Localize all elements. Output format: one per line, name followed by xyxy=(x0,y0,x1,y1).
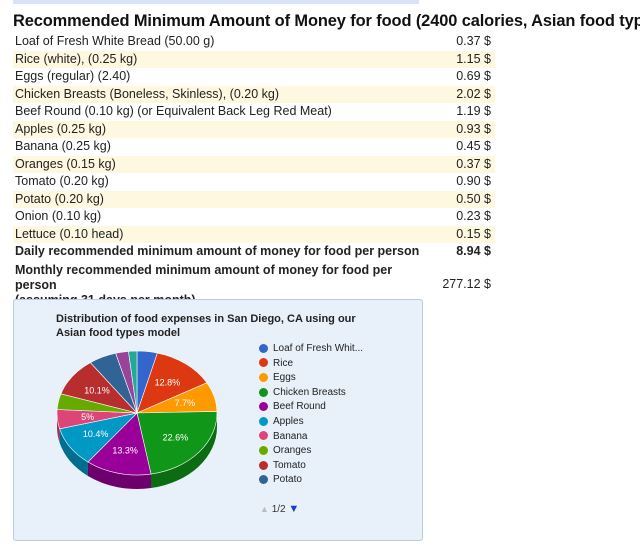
table-row: Loaf of Fresh White Bread (50.00 g) 0.37 … xyxy=(13,33,495,51)
legend-prev-arrow-icon[interactable]: ▲ xyxy=(260,504,269,514)
item-price: 0.69 $ xyxy=(456,69,491,83)
pie-slice[interactable] xyxy=(136,411,218,475)
item-name: Beef Round (0.10 kg) (or Equivalent Back… xyxy=(15,104,332,118)
legend-item: Banana xyxy=(259,430,363,445)
table-row: Beef Round (0.10 kg) (or Equivalent Back… xyxy=(13,103,495,121)
table-row: Oranges (0.15 kg) 0.37 $ xyxy=(13,155,495,173)
legend-label: Tomato xyxy=(273,459,306,471)
item-name: Potato (0.20 kg) xyxy=(13,190,437,208)
legend-label: Potato xyxy=(273,474,302,486)
pie-slice-side xyxy=(87,461,152,489)
pie-chart-panel: Distribution of food expenses in San Die… xyxy=(13,299,423,541)
page-title: Recommended Minimum Amount of Money for … xyxy=(13,12,640,30)
item-name: Loaf of Fresh White Bread (50.00 g) xyxy=(15,34,215,48)
table-row: Onion (0.10 kg) 0.23 $ xyxy=(13,208,495,226)
pie-slice-label: 7.7% xyxy=(175,398,196,408)
item-price: 0.15 $ xyxy=(437,225,495,243)
legend-label: Chicken Breasts xyxy=(273,386,346,398)
item-name: Tomato (0.20 kg) xyxy=(15,174,109,188)
pie-slice-label: 5% xyxy=(81,412,94,422)
table-row: Tomato (0.20 kg) 0.90 $ xyxy=(13,173,495,191)
legend-label: Apples xyxy=(273,415,304,427)
table-row: Potato (0.20 kg) 0.50 $ xyxy=(13,190,495,208)
monthly-total-label-line1: Monthly recommended minimum amount of mo… xyxy=(15,262,393,292)
pie-slice[interactable] xyxy=(87,412,152,476)
item-name: Banana (0.25 kg) xyxy=(15,139,111,153)
legend-label: Loaf of Fresh Whit... xyxy=(273,343,364,354)
chart-title: Distribution of food expenses in San Die… xyxy=(56,313,356,339)
legend-item: Eggs xyxy=(259,371,363,386)
pie-chart: 12.8% 7.7% 22.6% 13.3%10.4% 5% 10.1% xyxy=(56,350,218,489)
legend-page-indicator: 1/2 xyxy=(271,504,286,515)
item-price: 0.90 $ xyxy=(456,174,491,188)
legend-swatch xyxy=(259,431,268,441)
legend-swatch xyxy=(259,446,268,456)
item-name: Eggs (regular) (2.40) xyxy=(15,69,131,83)
legend-item: Tomato xyxy=(259,459,363,474)
item-name: Rice (white), (0.25 kg) xyxy=(13,50,437,68)
legend-item: Chicken Breasts xyxy=(259,386,363,401)
item-name: Chicken Breasts (Boneless, Skinless), (0… xyxy=(13,85,437,103)
food-table: Loaf of Fresh White Bread (50.00 g) 0.37 … xyxy=(13,33,495,310)
item-name: Onion (0.10 kg) xyxy=(15,209,102,223)
monthly-total-value: 277.12 $ xyxy=(442,277,491,292)
pie-slice-side xyxy=(151,413,217,489)
table-row: Lettuce (0.10 head) 0.15 $ xyxy=(13,225,495,243)
legend-item: Apples xyxy=(259,415,363,430)
pie-slice-label: 22.6% xyxy=(163,432,189,442)
item-price: 0.37 $ xyxy=(456,34,491,48)
legend-label: Rice xyxy=(273,357,294,369)
table-row: Banana (0.25 kg) 0.45 $ xyxy=(13,138,495,156)
legend-item: Oranges xyxy=(259,444,363,459)
legend-swatch xyxy=(259,416,268,426)
legend-swatch xyxy=(259,343,268,353)
item-price: 0.37 $ xyxy=(437,155,495,173)
item-price: 2.02 $ xyxy=(437,85,495,103)
item-name: Lettuce (0.10 head) xyxy=(13,225,437,243)
legend-item: Beef Round xyxy=(259,400,363,415)
item-price: 0.23 $ xyxy=(456,209,491,223)
chart-legend: Loaf of Fresh Whit... Rice Eggs Chicken Bre… xyxy=(259,342,363,488)
pie-slice-label: 13.3% xyxy=(112,445,138,455)
legend-pager: ▲ 1/2 ▼ xyxy=(260,503,299,515)
pie-slice-side xyxy=(59,428,88,476)
legend-swatch xyxy=(259,387,268,397)
pie-slice[interactable] xyxy=(136,352,208,414)
legend-swatch xyxy=(259,358,268,368)
legend-label: Eggs xyxy=(273,372,296,384)
table-row: Chicken Breasts (Boneless, Skinless), (0… xyxy=(13,85,495,103)
pie-slice-label: 10.1% xyxy=(84,385,110,395)
item-price: 1.15 $ xyxy=(437,50,495,68)
table-row: Eggs (regular) (2.40) 0.69 $ xyxy=(13,68,495,86)
item-name: Oranges (0.15 kg) xyxy=(13,155,437,173)
item-name: Apples (0.25 kg) xyxy=(13,120,437,138)
table-row: Rice (white), (0.25 kg) 1.15 $ xyxy=(13,50,495,68)
pie-slice-label: 10.4% xyxy=(83,429,109,439)
pie-slice[interactable] xyxy=(128,350,138,414)
daily-total-label: Daily recommended minimum amount of mone… xyxy=(15,244,420,258)
legend-swatch xyxy=(259,460,268,470)
pie-slice-side xyxy=(57,413,60,443)
pie-slice-label: 12.8% xyxy=(155,378,181,388)
item-price: 1.19 $ xyxy=(456,104,491,118)
legend-label: Banana xyxy=(273,430,308,442)
daily-total-value: 8.94 $ xyxy=(456,244,491,258)
item-price: 0.93 $ xyxy=(437,120,495,138)
legend-item: Potato xyxy=(259,473,363,488)
legend-swatch xyxy=(259,373,268,383)
table-row: Apples (0.25 kg) 0.93 $ xyxy=(13,120,495,138)
legend-label: Oranges xyxy=(273,445,312,457)
item-price: 0.45 $ xyxy=(456,139,491,153)
legend-next-arrow-icon[interactable]: ▼ xyxy=(288,503,300,515)
legend-label: Beef Round xyxy=(273,401,326,413)
item-price: 0.50 $ xyxy=(437,190,495,208)
legend-item: Loaf of Fresh Whit... xyxy=(259,342,363,357)
legend-swatch xyxy=(259,475,268,485)
top-strip xyxy=(13,0,419,4)
daily-total-row: Daily recommended minimum amount of mone… xyxy=(13,243,495,261)
legend-item: Rice xyxy=(259,357,363,372)
legend-swatch xyxy=(259,402,268,412)
